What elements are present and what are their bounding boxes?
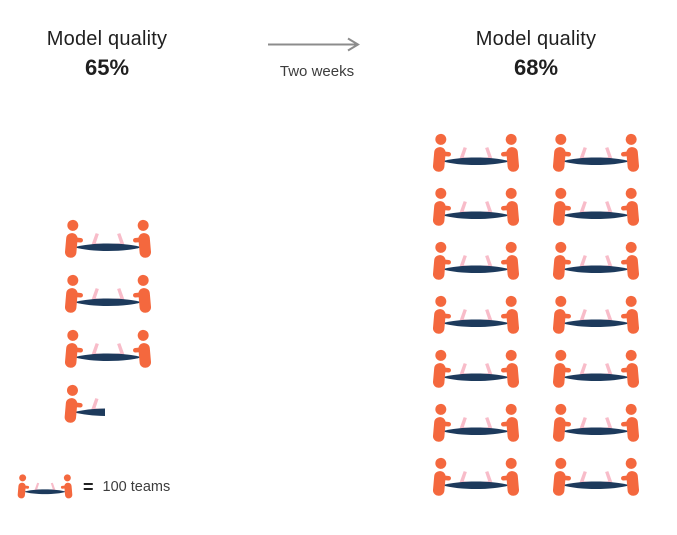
team-icon xyxy=(432,295,520,334)
team-icon xyxy=(552,349,640,388)
team-icon xyxy=(432,349,520,388)
before-header: Model quality 65% xyxy=(26,28,188,81)
after-value: 68% xyxy=(513,55,559,80)
after-title: Model quality xyxy=(475,28,597,50)
team-icon xyxy=(552,133,640,172)
after-header: Model quality 68% xyxy=(455,28,617,81)
team-icon xyxy=(432,241,520,280)
arrow-right-icon xyxy=(268,37,360,52)
team-icon xyxy=(552,241,640,280)
legend-icon-slot xyxy=(16,473,74,500)
team-icon xyxy=(17,474,73,499)
team-icon xyxy=(432,457,520,496)
team-icon xyxy=(552,457,640,496)
legend: = 100 teams xyxy=(16,473,170,500)
team-icons-after xyxy=(430,132,642,498)
team-icon xyxy=(432,187,520,226)
legend-equals: = xyxy=(83,476,94,497)
team-icon xyxy=(432,133,520,172)
team-icon xyxy=(64,329,152,368)
team-icon xyxy=(432,403,520,442)
team-icon xyxy=(64,219,152,258)
team-icon xyxy=(552,295,640,334)
team-icon-half xyxy=(64,384,105,423)
team-icon xyxy=(64,274,152,313)
before-value: 65% xyxy=(84,55,130,80)
transition-label: Two weeks xyxy=(279,63,355,80)
team-icon xyxy=(552,403,640,442)
team-icon xyxy=(552,187,640,226)
transition-block: Two weeks xyxy=(262,36,372,80)
team-icons-before xyxy=(62,218,154,425)
legend-label: 100 teams xyxy=(102,478,171,495)
before-title: Model quality xyxy=(46,28,168,50)
